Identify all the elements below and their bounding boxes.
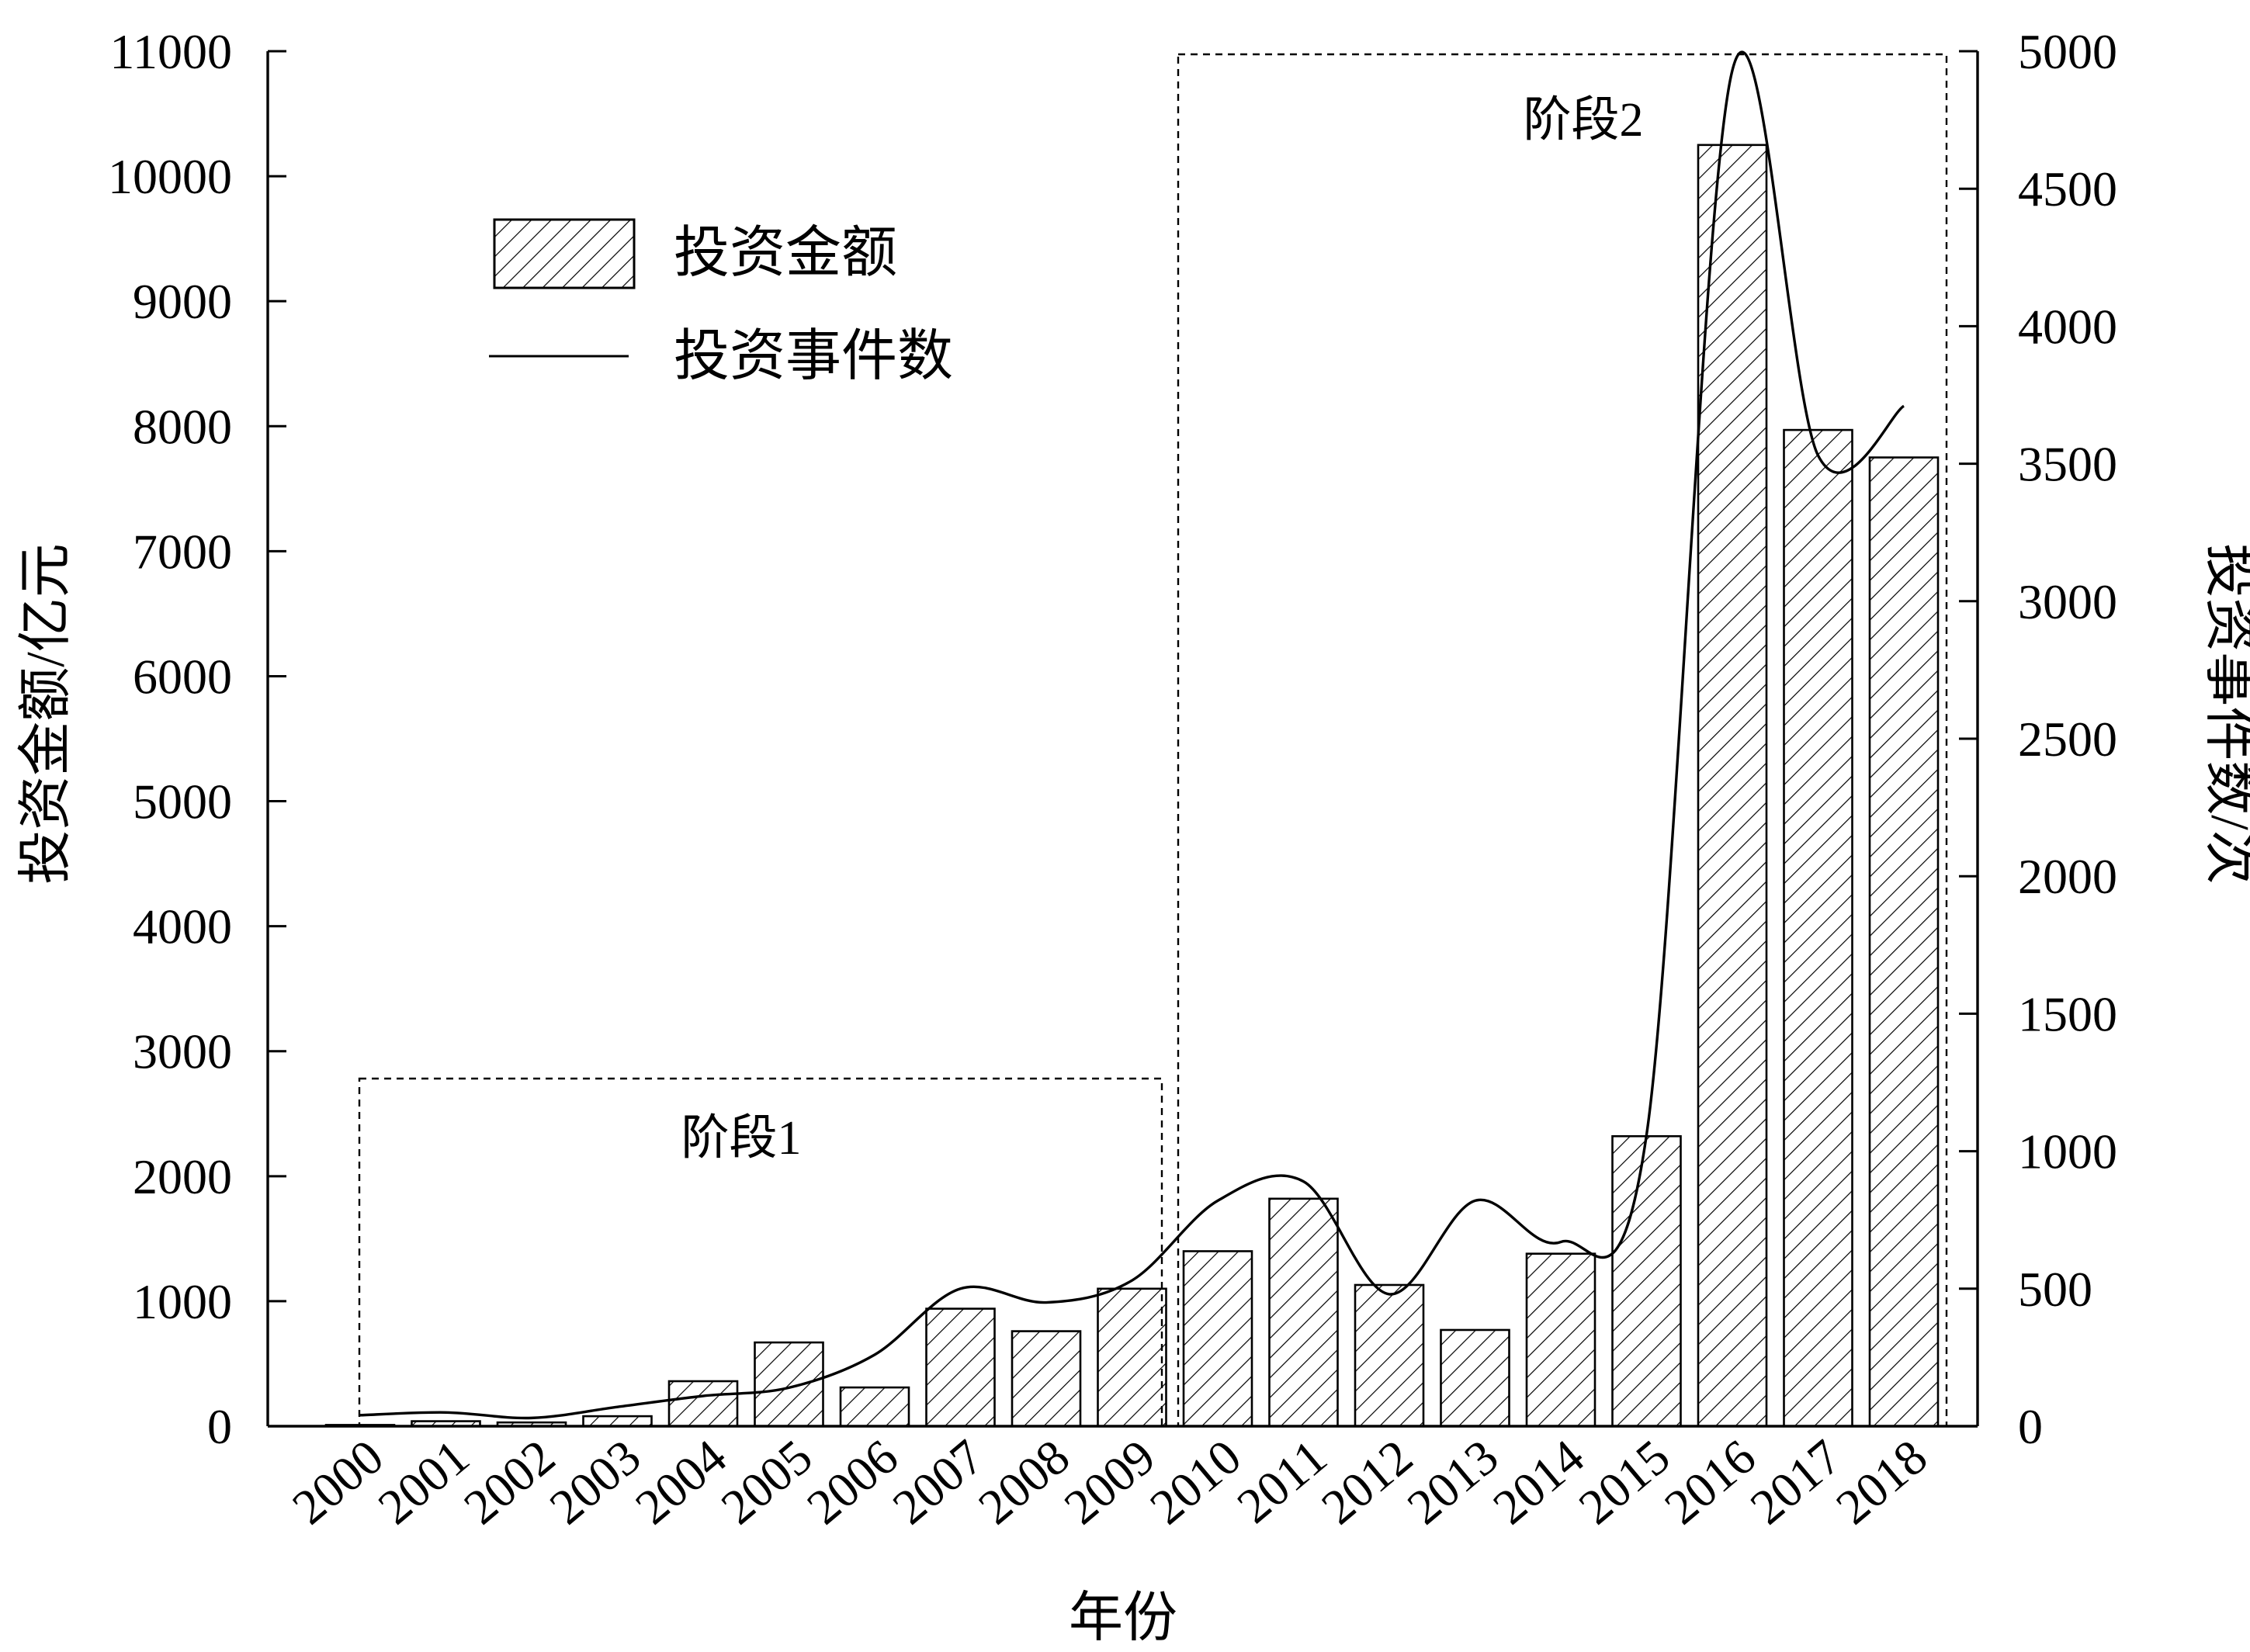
- bar-2006: [839, 1386, 910, 1428]
- right-tick-label-5000: 5000: [2018, 24, 2117, 79]
- left-tick-label-9000: 9000: [133, 274, 232, 329]
- x-tick-label-2007: 2007: [882, 1429, 994, 1535]
- left-tick-label-8000: 8000: [133, 399, 232, 454]
- right-tick-label-2500: 2500: [2018, 712, 2117, 767]
- right-tick-label-1500: 1500: [2018, 986, 2117, 1041]
- x-axis-title: 年份: [1069, 1588, 1177, 1648]
- bar-2018: [1868, 456, 1940, 1428]
- bar-2013: [1440, 1328, 1510, 1428]
- right-tick-label-500: 500: [2018, 1262, 2092, 1317]
- right-tick-label-1000: 1000: [2018, 1124, 2117, 1179]
- stage-1-box: [358, 1077, 1163, 1428]
- right-tick-label-0: 0: [2018, 1399, 2043, 1454]
- right-tick-label-2000: 2000: [2018, 849, 2117, 904]
- right-tick-label-4500: 4500: [2018, 161, 2117, 216]
- left-tick-label-0: 0: [207, 1399, 232, 1454]
- right-y-ticks: 0 500 1000 1500 2000 2500 3000 3500 4000 4500 5000: [1959, 24, 2117, 1454]
- x-tick-label-2012: 2012: [1311, 1429, 1423, 1535]
- left-tick-label-1000: 1000: [133, 1274, 232, 1329]
- bar-2012: [1354, 1283, 1425, 1428]
- bar-2017: [1783, 428, 1853, 1428]
- bar-2010: [1182, 1250, 1253, 1428]
- bar-2003: [582, 1415, 653, 1428]
- count-line-layer: [359, 50, 1905, 1420]
- x-tick-label-2005: 2005: [711, 1429, 823, 1535]
- left-tick-label-10000: 10000: [108, 149, 232, 204]
- x-tick-label-2016: 2016: [1654, 1429, 1766, 1535]
- bars: [324, 144, 1940, 1428]
- right-tick-label-4000: 4000: [2018, 299, 2117, 354]
- x-tick-label-2001: 2001: [368, 1429, 480, 1535]
- left-tick-label-11000: 11000: [109, 24, 232, 79]
- x-tick-label-2013: 2013: [1397, 1429, 1509, 1535]
- bar-2004: [667, 1380, 739, 1428]
- legend-swatch-bar: [493, 218, 636, 289]
- x-tick-label-2009: 2009: [1054, 1429, 1166, 1535]
- x-tick-label-2015: 2015: [1569, 1429, 1680, 1535]
- legend-label-count: 投资事件数: [674, 325, 953, 387]
- bar-2016: [1697, 144, 1768, 1428]
- bar-2011: [1268, 1197, 1339, 1428]
- x-tick-label-2002: 2002: [453, 1429, 565, 1535]
- stage-1-label: 阶段1: [681, 1112, 801, 1165]
- right-tick-label-3000: 3000: [2018, 574, 2117, 629]
- x-tick-label-2004: 2004: [625, 1429, 737, 1535]
- x-tick-label-2008: 2008: [968, 1429, 1080, 1535]
- left-tick-label-3000: 3000: [133, 1024, 232, 1079]
- left-tick-label-6000: 6000: [133, 649, 232, 704]
- left-y-axis-title: 投资金额/亿元: [16, 543, 76, 884]
- bar-2015: [1611, 1134, 1682, 1428]
- left-tick-label-2000: 2000: [133, 1149, 232, 1204]
- x-tick-label-2003: 2003: [539, 1429, 651, 1535]
- left-y-ticks: 0 1000 2000 3000 4000 5000 6000 7000 8000 9000 100…: [108, 24, 286, 1454]
- bar-2009: [1097, 1287, 1167, 1428]
- left-tick-label-5000: 5000: [133, 774, 232, 829]
- x-ticks: 2000200120022003200420052006200720082009…: [282, 1429, 1937, 1535]
- x-tick-label-2014: 2014: [1482, 1429, 1594, 1535]
- x-tick-label-2010: 2010: [1139, 1429, 1251, 1535]
- bar-2005: [754, 1341, 824, 1428]
- x-tick-label-2017: 2017: [1740, 1429, 1852, 1535]
- x-tick-label-2006: 2006: [796, 1429, 908, 1535]
- x-tick-label-2000: 2000: [282, 1429, 393, 1535]
- legend: 投资金额 投资事件数: [489, 218, 953, 387]
- legend-label-amount: 投资金额: [674, 222, 897, 284]
- bar-2007: [925, 1307, 996, 1428]
- x-tick-label-2018: 2018: [1825, 1429, 1937, 1535]
- right-tick-label-3500: 3500: [2018, 437, 2117, 492]
- bar-2014: [1525, 1252, 1596, 1428]
- stage-2-label: 阶段2: [1523, 94, 1643, 147]
- x-tick-label-2011: 2011: [1227, 1429, 1337, 1533]
- count-line: [359, 50, 1905, 1420]
- left-tick-label-4000: 4000: [133, 899, 232, 954]
- left-tick-label-7000: 7000: [133, 524, 232, 579]
- right-y-axis-title: 投资事件数/次: [2200, 543, 2250, 884]
- bar-2008: [1011, 1330, 1082, 1428]
